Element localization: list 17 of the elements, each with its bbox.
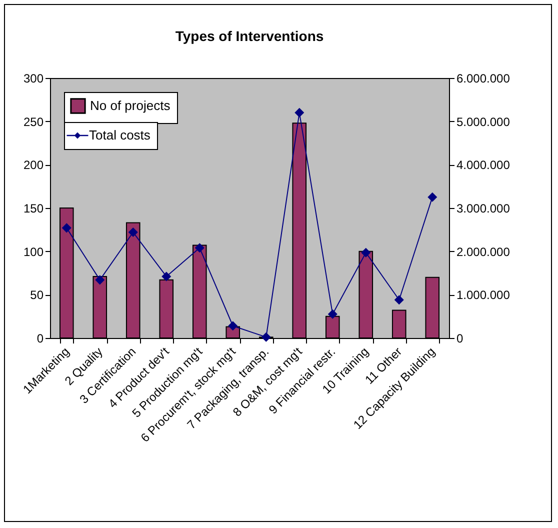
y2-tick-label: 3.000.000 (456, 202, 510, 216)
y-tick-label: 250 (23, 114, 44, 129)
y-tick-label: 100 (23, 244, 44, 259)
legend-label: No of projects (90, 98, 171, 113)
legend-label: Total costs (89, 128, 151, 142)
y-tick-label: 200 (23, 158, 44, 172)
y2-tick-label: 2.000.000 (456, 244, 510, 259)
y-tick-label: 0 (36, 332, 44, 346)
chart-title: Types of Interventions (175, 28, 324, 44)
y-tick-label: 150 (23, 202, 44, 216)
y-tick-label: 300 (23, 72, 44, 86)
y2-tick-label: 0 (456, 332, 464, 346)
y2-tick-label: 4.000.000 (456, 158, 510, 172)
y2-tick-label: 1.000.000 (456, 288, 510, 302)
y2-tick-label: 5.000.000 (456, 114, 510, 129)
y-tick-label: 50 (30, 288, 44, 302)
y2-tick-label: 6.000.000 (456, 72, 510, 86)
